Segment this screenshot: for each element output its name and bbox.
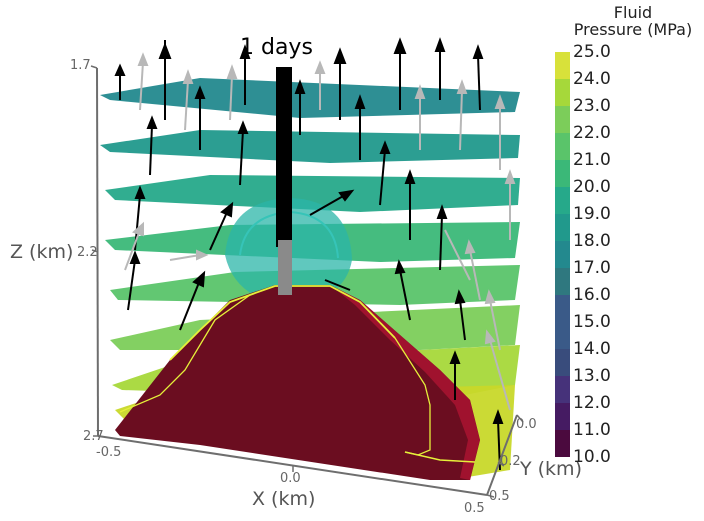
colorbar-band [555, 430, 570, 457]
colorbar-tick-label: 15.0 [573, 312, 611, 332]
colorbar-tick-label: 21.0 [573, 150, 611, 170]
z-tick-mark [91, 249, 99, 253]
colorbar-tick-label: 19.0 [573, 204, 611, 224]
colorbar-tick-label: 14.0 [573, 339, 611, 359]
colorbar-band [555, 52, 570, 79]
arrow-dark-group [114, 37, 504, 471]
colorbar-band [555, 322, 570, 349]
time-label: 1 days [240, 35, 313, 60]
colorbar-tick-label: 25.0 [573, 42, 611, 62]
y-tick-0-5: 0.5 [489, 489, 510, 504]
colorbar-band [555, 295, 570, 322]
colorbar-band [555, 403, 570, 430]
x-tick-0-0: 0.0 [280, 471, 301, 486]
colorbar-band [555, 160, 570, 187]
colorbar [555, 52, 570, 457]
colorbar-tick-label: 16.0 [573, 285, 611, 305]
colorbar-band [555, 268, 570, 295]
arrow-light-group [124, 52, 516, 411]
slice-3 [105, 175, 520, 212]
colorbar-band [555, 187, 570, 214]
colorbar-title-line1: Fluid [613, 3, 653, 22]
colorbar-tick-label: 24.0 [573, 69, 611, 89]
y-tick-0-2: 0.2 [500, 454, 521, 469]
y-axis-line [486, 414, 518, 496]
z-axis-title: Z (km) [10, 241, 74, 263]
velocity-arrows [114, 37, 516, 471]
slice-2 [100, 130, 520, 163]
y-tick-mark [486, 494, 495, 498]
colorbar-tick-label: 18.0 [573, 231, 611, 251]
colorbar-band [555, 79, 570, 106]
colorbar-tick-label: 11.0 [573, 420, 611, 440]
wellbore-screen [278, 240, 292, 295]
x-tick-0-5: 0.5 [464, 501, 485, 516]
colorbar-tick-label: 10.0 [573, 447, 611, 467]
colorbar-tick-label: 12.0 [573, 393, 611, 413]
x-axis-title: X (km) [252, 488, 316, 510]
colorbar-band [555, 106, 570, 133]
z-tick-1-7: 1.7 [70, 58, 91, 73]
colorbar-tick-label: 23.0 [573, 96, 611, 116]
colorbar-band [555, 241, 570, 268]
colorbar-tick-label: 13.0 [573, 366, 611, 386]
colorbar-band [555, 133, 570, 160]
x-tick-neg-0-5: -0.5 [96, 445, 122, 460]
y-tick-0-0: 0.0 [516, 417, 537, 432]
high-pressure-dome [115, 285, 480, 480]
colorbar-band [555, 376, 570, 403]
colorbar-tick-label: 17.0 [573, 258, 611, 278]
z-tick-2-7: 2.7 [83, 429, 104, 444]
y-tick-mark [516, 414, 524, 423]
wellbore [276, 67, 292, 247]
z-tick-2-2: 2.2 [77, 245, 98, 260]
colorbar-title: Fluid Pressure (MPa) [568, 3, 698, 39]
slice-1 [100, 78, 520, 118]
z-tick-mark [90, 65, 98, 69]
colorbar-title-line2: Pressure (MPa) [573, 19, 693, 39]
colorbar-band [555, 349, 570, 376]
colorbar-tick-label: 20.0 [573, 177, 611, 197]
colorbar-band [555, 214, 570, 241]
y-axis-title: Y (km) [520, 458, 582, 480]
y-tick-mark [497, 461, 505, 467]
colorbar-tick-label: 22.0 [573, 123, 611, 143]
